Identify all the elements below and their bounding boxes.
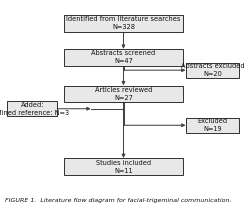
FancyBboxPatch shape [186,118,239,133]
FancyBboxPatch shape [186,63,239,78]
FancyBboxPatch shape [64,158,183,175]
Text: Articles reviewed
N=27: Articles reviewed N=27 [95,87,152,101]
FancyBboxPatch shape [64,15,183,32]
Text: Abstracts screened
N=47: Abstracts screened N=47 [91,50,156,64]
Text: Abstracts excluded
N=20: Abstracts excluded N=20 [181,63,244,77]
Text: Identified from literature searches
N=328: Identified from literature searches N=32… [66,16,181,30]
FancyBboxPatch shape [64,86,183,102]
FancyBboxPatch shape [64,49,183,66]
Text: FIGURE 1.  Literature flow diagram for facial-trigeminal communication.: FIGURE 1. Literature flow diagram for fa… [5,198,231,203]
FancyBboxPatch shape [7,101,57,116]
Text: Added:
Mined reference: N=3: Added: Mined reference: N=3 [0,102,69,116]
Text: Studies included
N=11: Studies included N=11 [96,160,151,174]
Text: Excluded
N=19: Excluded N=19 [197,118,227,132]
